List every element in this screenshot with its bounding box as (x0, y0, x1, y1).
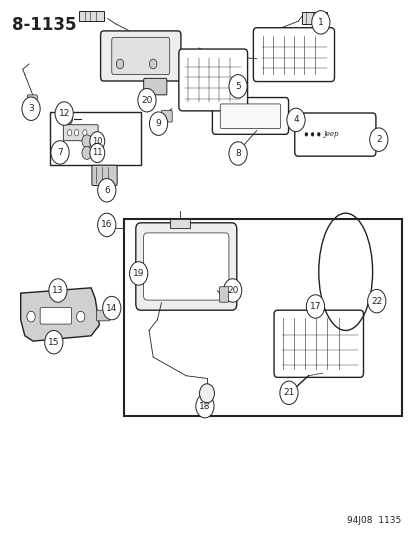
Circle shape (55, 102, 73, 125)
Circle shape (45, 330, 63, 354)
Circle shape (286, 108, 304, 132)
Bar (124, 219, 401, 416)
Text: 17: 17 (309, 302, 320, 311)
Text: 7: 7 (57, 148, 63, 157)
FancyBboxPatch shape (220, 104, 280, 128)
Polygon shape (21, 288, 99, 341)
FancyBboxPatch shape (143, 78, 166, 95)
Circle shape (64, 114, 72, 125)
Circle shape (76, 311, 85, 322)
Text: 8-1135: 8-1135 (12, 16, 77, 34)
FancyBboxPatch shape (135, 223, 236, 310)
Text: Jeep: Jeep (322, 130, 337, 139)
Circle shape (82, 147, 92, 159)
FancyBboxPatch shape (294, 113, 375, 156)
Bar (78, 11, 103, 21)
Circle shape (27, 311, 35, 322)
Circle shape (22, 97, 40, 120)
Circle shape (306, 295, 324, 318)
Text: 9: 9 (155, 119, 161, 128)
Circle shape (102, 296, 121, 320)
Circle shape (149, 59, 157, 69)
FancyBboxPatch shape (27, 95, 37, 104)
Ellipse shape (74, 130, 78, 136)
Circle shape (49, 279, 67, 302)
Text: 18: 18 (199, 402, 210, 410)
Circle shape (369, 128, 387, 151)
Bar (301, 12, 326, 24)
FancyBboxPatch shape (253, 28, 334, 82)
FancyBboxPatch shape (92, 165, 117, 185)
Text: 1: 1 (317, 18, 323, 27)
Circle shape (138, 88, 156, 112)
Circle shape (228, 142, 247, 165)
FancyBboxPatch shape (63, 125, 98, 141)
Text: 14: 14 (106, 304, 117, 312)
Circle shape (304, 132, 307, 136)
Text: 11: 11 (92, 149, 102, 157)
FancyBboxPatch shape (178, 49, 247, 111)
Circle shape (228, 75, 247, 98)
Text: 22: 22 (370, 297, 382, 305)
Circle shape (90, 143, 104, 163)
Circle shape (82, 135, 92, 148)
Text: 4: 4 (292, 116, 298, 124)
Circle shape (279, 381, 297, 405)
Text: 12: 12 (58, 109, 70, 118)
Circle shape (97, 179, 116, 202)
Text: 21: 21 (282, 389, 294, 397)
FancyBboxPatch shape (219, 287, 228, 302)
Ellipse shape (67, 130, 71, 136)
FancyBboxPatch shape (212, 98, 288, 134)
Circle shape (129, 262, 147, 285)
Circle shape (367, 289, 385, 313)
FancyBboxPatch shape (161, 110, 172, 122)
Text: 8: 8 (235, 149, 240, 158)
Circle shape (51, 141, 69, 164)
Text: 20: 20 (226, 286, 238, 295)
Circle shape (310, 132, 313, 136)
Text: 2: 2 (375, 135, 381, 144)
Circle shape (316, 132, 320, 136)
FancyBboxPatch shape (96, 310, 109, 321)
Text: 13: 13 (52, 286, 64, 295)
Circle shape (90, 132, 104, 151)
FancyBboxPatch shape (112, 37, 169, 75)
Text: 15: 15 (48, 338, 59, 346)
Circle shape (149, 112, 167, 135)
Circle shape (195, 394, 214, 418)
Text: 5: 5 (235, 82, 240, 91)
FancyBboxPatch shape (40, 308, 71, 324)
Text: 94J08  1135: 94J08 1135 (347, 516, 401, 525)
Text: 20: 20 (141, 96, 152, 104)
Text: 6: 6 (104, 186, 109, 195)
Circle shape (311, 11, 329, 34)
Circle shape (223, 279, 241, 302)
Circle shape (116, 59, 123, 69)
Ellipse shape (83, 130, 87, 136)
Circle shape (97, 213, 116, 237)
Bar (169, 219, 190, 228)
Text: 16: 16 (101, 221, 112, 229)
Text: 3: 3 (28, 104, 34, 113)
Text: 19: 19 (133, 269, 144, 278)
FancyBboxPatch shape (100, 31, 180, 81)
Text: 10: 10 (92, 137, 102, 146)
Bar (50, 112, 140, 165)
Circle shape (199, 384, 214, 403)
FancyBboxPatch shape (143, 233, 228, 300)
FancyBboxPatch shape (273, 310, 363, 377)
